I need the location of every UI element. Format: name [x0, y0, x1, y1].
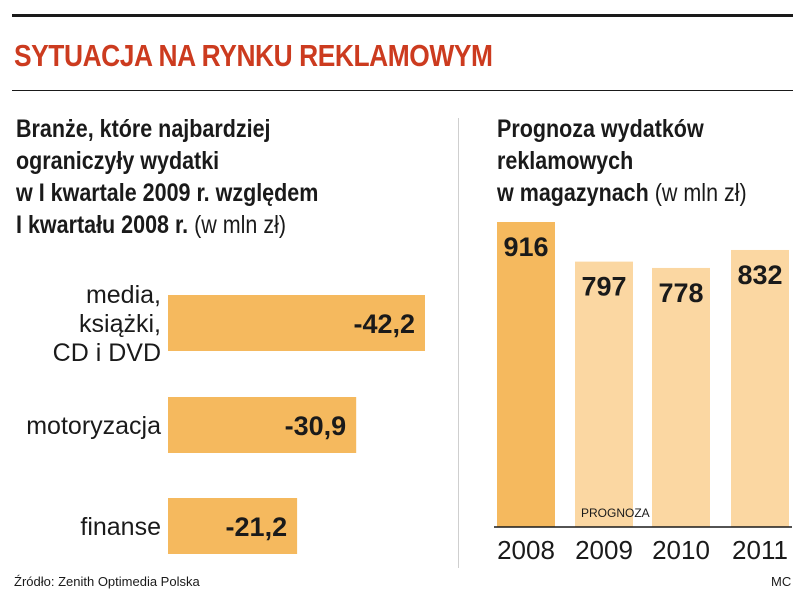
left-title-line: ograniczyły wydatki — [16, 147, 220, 175]
left-title-line: w I kwartale 2009 r. względem — [16, 179, 319, 207]
hbar-category-label: finanse — [80, 513, 161, 541]
hbar-category-label: książki, — [79, 310, 161, 338]
hbar-category-label: motoryzacja — [26, 412, 161, 440]
right-title-line: w magazynach (w mln zł) — [497, 177, 747, 209]
vertical-bar-chart: 916 2008 797 2009 778 2010 832 2011 PROGNOZA — [494, 222, 792, 565]
hbar-value-label: -30,9 — [285, 411, 347, 441]
right-chart-title: Prognoza wydatków reklamowych w magazyna… — [497, 113, 747, 209]
left-title-line: I kwartału 2008 r. (w mln zł) — [16, 209, 318, 241]
vbar-2011 — [731, 249, 789, 528]
vbar-year-label: 2010 — [652, 535, 710, 565]
vbar-year-label: 2009 — [575, 535, 633, 565]
right-title-line-text: w magazynach — [497, 179, 649, 207]
vbar-value-label: 797 — [581, 272, 626, 302]
hbar-value-label: -21,2 — [226, 512, 288, 542]
vbar-value-label: 832 — [737, 260, 782, 290]
vbar-2009 — [575, 261, 633, 527]
vbar-year-label: 2008 — [497, 535, 555, 565]
forecast-label: PROGNOZA — [581, 506, 650, 520]
hbar-value-label: -42,2 — [353, 309, 415, 339]
hbar-0 — [168, 295, 425, 351]
right-title-line: reklamowych — [497, 147, 634, 175]
headline: SYTUACJA NA RYNKU REKLAMOWYM — [14, 38, 493, 73]
horizontal-bar-chart: -42,2 media,książki,CD i DVD -30,9 motoryza… — [26, 281, 425, 554]
right-chart-unit: (w mln zł) — [654, 179, 747, 207]
vbar-year-label: 2011 — [732, 535, 788, 565]
right-title-line: Prognoza wydatków — [497, 115, 704, 143]
author-initials: MC — [771, 574, 792, 589]
hbar-category-label: CD i DVD — [53, 339, 161, 367]
left-title-line-text: I kwartału 2008 r. — [16, 211, 189, 239]
hbar-2 — [168, 498, 298, 554]
source-note: Źródło: Zenith Optimedia Polska — [14, 574, 200, 589]
vbar-2010 — [652, 267, 710, 527]
left-chart-title: Branże, które najbardziej ograniczyły wy… — [16, 113, 318, 241]
vbar-value-label: 916 — [503, 232, 548, 262]
vbar-value-label: 778 — [658, 278, 703, 308]
hbar-category-label: media, — [86, 281, 161, 309]
hbar-1 — [168, 397, 357, 453]
header-divider — [12, 90, 793, 91]
top-rule — [12, 14, 793, 17]
vbar-2008 — [497, 222, 555, 527]
left-title-line: Branże, które najbardziej — [16, 115, 271, 143]
column-separator — [458, 118, 459, 568]
left-chart-unit: (w mln zł) — [194, 211, 287, 239]
